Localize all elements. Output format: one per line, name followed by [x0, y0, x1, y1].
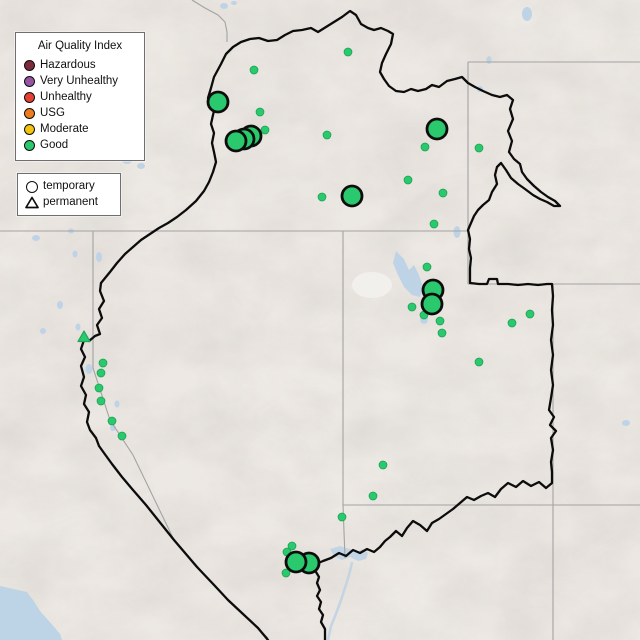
station-type-legend: temporary permanent — [17, 173, 121, 216]
station-marker-temporary-good[interactable] — [255, 107, 265, 117]
lake — [72, 250, 78, 258]
station-marker-temporary-good[interactable] — [420, 142, 430, 152]
aqi-color-dot — [24, 60, 35, 71]
station-marker-temporary-good[interactable] — [260, 125, 270, 135]
border-or-id — [191, 0, 228, 42]
station-marker-temporary-good[interactable] — [340, 184, 364, 208]
walker-lake — [114, 400, 120, 408]
station-marker-temporary-good[interactable] — [368, 491, 378, 501]
salt-flat — [352, 272, 392, 298]
pyramid-lake — [96, 252, 102, 262]
aqi-legend-label: Moderate — [40, 123, 89, 135]
station-marker-temporary-good[interactable] — [317, 192, 327, 202]
aqi-legend-title: Air Quality Index — [37, 40, 123, 52]
station-marker-temporary-good[interactable] — [435, 316, 445, 326]
aqi-color-dot — [24, 124, 35, 135]
lake — [57, 301, 63, 309]
lake — [75, 323, 81, 331]
aqi-legend-label: Unhealthy — [40, 91, 92, 103]
aqi-color-dot — [24, 140, 35, 151]
aqi-legend-row-hazardous: Hazardous — [24, 59, 136, 72]
station-marker-permanent-good[interactable] — [77, 330, 91, 343]
aqi-color-dot — [24, 92, 35, 103]
aqi-color-dot — [24, 108, 35, 119]
region-boundary — [79, 9, 562, 640]
permanent-triangle-icon — [25, 196, 39, 210]
station-marker-temporary-good[interactable] — [96, 396, 106, 406]
station-marker-temporary-good[interactable] — [206, 90, 230, 114]
station-marker-temporary-good[interactable] — [98, 358, 108, 368]
legend-row-temporary: temporary — [25, 180, 113, 193]
aqi-legend-row-very-unhealthy: Very Unhealthy — [24, 75, 136, 88]
pacific-ocean — [0, 586, 62, 640]
station-marker-temporary-good[interactable] — [107, 416, 117, 426]
oregon-lake — [137, 163, 145, 169]
station-marker-temporary-good[interactable] — [96, 368, 106, 378]
aqi-legend-label: Hazardous — [40, 59, 96, 71]
temporary-circle-icon — [25, 180, 39, 194]
station-marker-temporary-good[interactable] — [407, 302, 417, 312]
station-marker-temporary-good[interactable] — [429, 219, 439, 229]
station-marker-temporary-good[interactable] — [343, 47, 353, 57]
station-marker-temporary-good[interactable] — [422, 262, 432, 272]
colorado-river — [326, 561, 354, 640]
aqi-color-dot — [24, 76, 35, 87]
permanent-label: permanent — [43, 196, 98, 208]
station-marker-temporary-good[interactable] — [378, 460, 388, 470]
legend-row-permanent: permanent — [25, 196, 113, 209]
station-marker-temporary-good[interactable] — [322, 130, 332, 140]
aqi-legend-label: USG — [40, 107, 65, 119]
aqi-legend-label: Very Unhealthy — [40, 75, 118, 87]
station-marker-temporary-good[interactable] — [437, 328, 447, 338]
lake — [32, 235, 40, 241]
aqi-legend-rows: Hazardous Very Unhealthy Unhealthy USG Moder… — [24, 59, 136, 152]
station-marker-temporary-good[interactable] — [284, 550, 308, 574]
station-marker-temporary-good[interactable] — [287, 541, 297, 551]
aqi-legend-row-usg: USG — [24, 107, 136, 120]
great-salt-lake — [393, 251, 423, 297]
flaming-gorge-lake — [622, 420, 630, 426]
lake — [40, 328, 46, 334]
snake-river-lake — [231, 1, 237, 5]
aqi-legend-row-unhealthy: Unhealthy — [24, 91, 136, 104]
station-marker-temporary-good[interactable] — [525, 309, 535, 319]
station-marker-temporary-good[interactable] — [94, 383, 104, 393]
station-marker-temporary-good[interactable] — [507, 318, 517, 328]
station-marker-temporary-good[interactable] — [337, 512, 347, 522]
station-marker-temporary-good[interactable] — [403, 175, 413, 185]
aqi-legend-row-good: Good — [24, 139, 136, 152]
temporary-label: temporary — [43, 180, 95, 192]
aqi-legend-row-moderate: Moderate — [24, 123, 136, 136]
lake-tahoe — [85, 364, 93, 374]
station-marker-temporary-good[interactable] — [438, 188, 448, 198]
yellowstone-lake — [522, 7, 532, 21]
station-marker-temporary-good[interactable] — [224, 129, 248, 153]
bear-lake — [453, 226, 461, 238]
station-marker-temporary-good[interactable] — [474, 143, 484, 153]
station-marker-temporary-good[interactable] — [425, 117, 449, 141]
aqi-legend: Air Quality Index Hazardous Very Unhealth… — [15, 32, 145, 161]
aqi-legend-label: Good — [40, 139, 69, 151]
station-marker-temporary-good[interactable] — [249, 65, 259, 75]
station-marker-temporary-good[interactable] — [420, 292, 444, 316]
station-marker-temporary-good[interactable] — [117, 431, 127, 441]
station-marker-temporary-good[interactable] — [474, 357, 484, 367]
snake-river-lake — [220, 3, 228, 9]
jackson-lake — [486, 56, 492, 64]
station-marker-temporary-good[interactable] — [281, 568, 291, 578]
stations-layer — [77, 47, 535, 578]
